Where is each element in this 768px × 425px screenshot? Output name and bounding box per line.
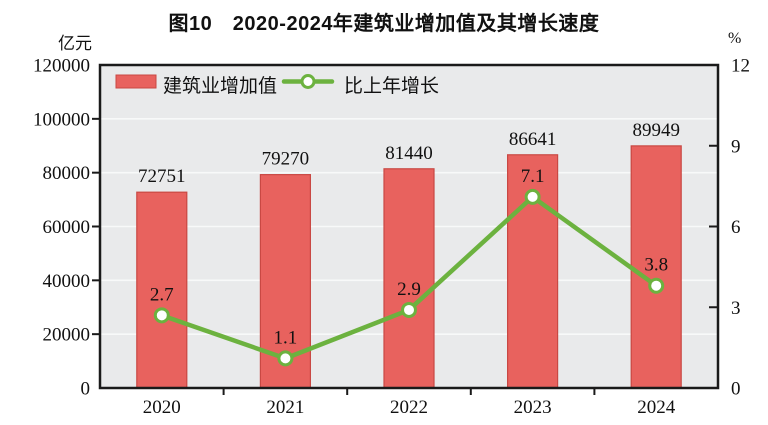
chart-title: 图10 2020-2024年建筑业增加值及其增长速度 [168, 13, 600, 35]
line-marker [524, 188, 541, 205]
line-value-label: 2.9 [397, 279, 421, 300]
line-marker [401, 301, 417, 318]
left-axis-tick-label: 40000 [43, 271, 91, 292]
legend-line-marker-icon [300, 74, 316, 89]
x-axis-label: 2021 [266, 397, 304, 418]
right-axis-tick-label: 3 [731, 298, 741, 319]
bar-value-label: 81440 [385, 143, 433, 164]
bar-value-label: 89949 [632, 120, 680, 141]
legend-line-label: 比上年增长 [344, 75, 439, 97]
x-axis-label: 2020 [143, 397, 181, 418]
left-axis-tick-label: 0 [81, 379, 91, 400]
line-value-label: 3.8 [644, 255, 668, 276]
left-axis-tick-label: 100000 [33, 109, 90, 130]
bar-value-label: 79270 [262, 149, 310, 170]
right-axis-tick-label: 12 [731, 56, 750, 77]
left-axis-tick-label: 120000 [33, 56, 90, 77]
bar-value-label: 72751 [138, 166, 186, 187]
line-marker [277, 350, 294, 367]
line-marker [648, 277, 665, 294]
right-axis-unit: % [728, 30, 742, 47]
line-value-label: 7.1 [521, 166, 545, 187]
x-axis-label: 2023 [514, 397, 552, 418]
line-marker [153, 307, 170, 324]
left-axis-tick-label: 60000 [43, 217, 91, 238]
bar [383, 168, 435, 389]
right-axis-tick-label: 6 [731, 217, 741, 238]
legend-bar-label: 建筑业增加值 [163, 75, 277, 97]
x-axis-label: 2022 [390, 397, 428, 418]
x-axis-label: 2024 [637, 397, 676, 418]
bar [136, 191, 188, 389]
line-value-label: 1.1 [274, 327, 298, 348]
line-value-label: 2.7 [150, 284, 174, 305]
legend-bar-swatch [115, 74, 157, 89]
left-axis-tick-label: 20000 [43, 325, 91, 346]
left-axis-unit: 亿元 [58, 34, 92, 53]
bar-value-label: 86641 [509, 129, 557, 150]
left-axis-tick-label: 80000 [43, 163, 91, 184]
right-axis-tick-label: 9 [731, 136, 741, 157]
right-axis-tick-label: 0 [731, 379, 741, 400]
